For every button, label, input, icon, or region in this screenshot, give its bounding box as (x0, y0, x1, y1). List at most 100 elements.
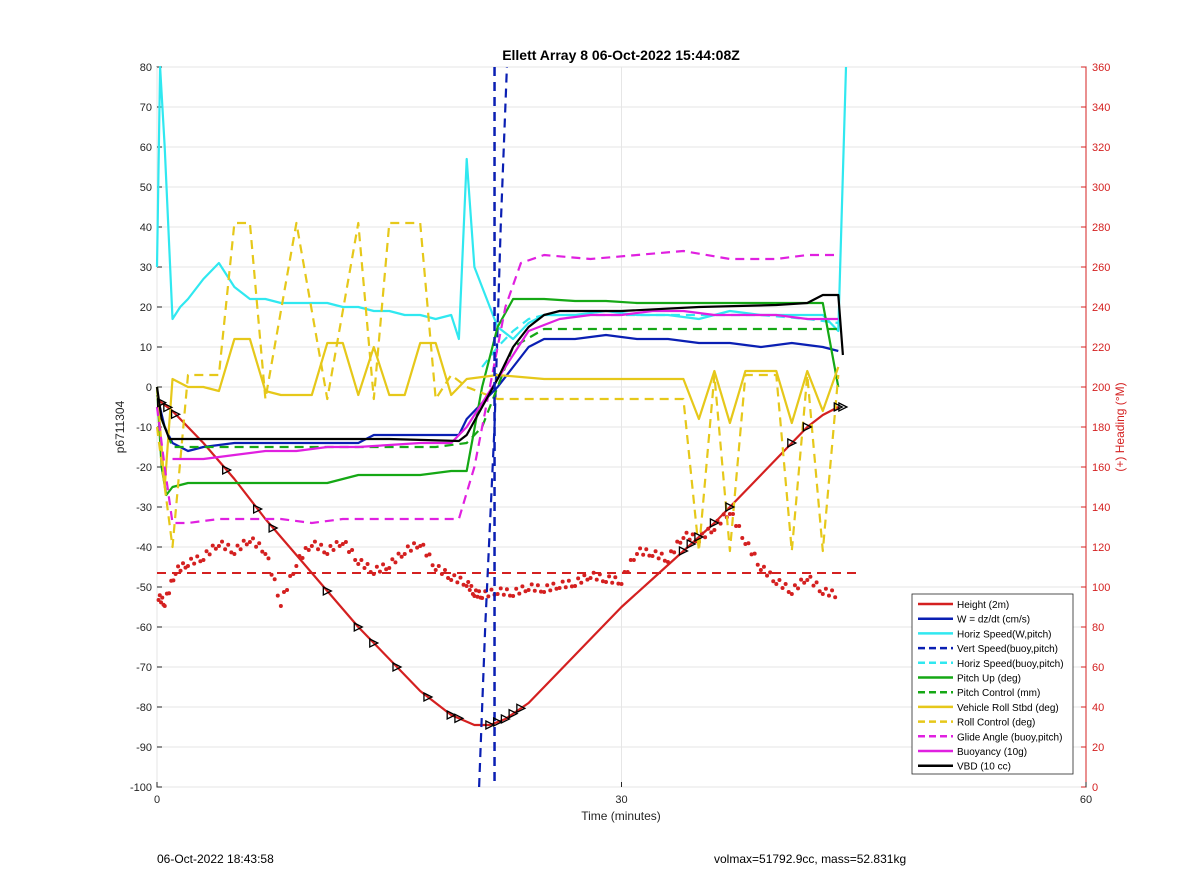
heading-point (761, 564, 766, 569)
height-marker (686, 538, 697, 550)
heading-point (167, 591, 172, 596)
y2-tick-label: 180 (1092, 422, 1110, 434)
heading-point (594, 577, 599, 582)
heading-point (461, 582, 466, 587)
heading-point (442, 568, 447, 572)
heading-point (350, 548, 355, 552)
heading-point (560, 579, 565, 584)
heading-point (436, 564, 441, 568)
heading-point (257, 541, 262, 546)
heading-point (430, 563, 435, 568)
y2-tick-label: 100 (1092, 582, 1110, 594)
heading-point (176, 564, 181, 569)
legend-label-8: Roll Control (deg) (957, 718, 1035, 729)
height-marker (268, 522, 279, 534)
heading-point (634, 552, 639, 556)
series-line-5 (155, 297, 840, 497)
height-marker (678, 545, 689, 557)
heading-point (424, 553, 429, 558)
heading-point (765, 573, 770, 578)
y-tick-label: 10 (140, 342, 152, 354)
y2-tick-label: 120 (1092, 542, 1110, 554)
heading-point (678, 540, 683, 545)
height-marker (454, 713, 465, 724)
y-tick-label: 30 (140, 262, 152, 274)
height-marker (392, 661, 403, 673)
heading-point (390, 557, 395, 562)
heading-point (489, 587, 494, 592)
heading-point (192, 561, 197, 566)
heading-point (473, 588, 478, 593)
heading-point (433, 568, 438, 572)
y2-tick-label: 200 (1092, 382, 1110, 394)
height-marker (485, 719, 496, 731)
heading-point (226, 542, 231, 547)
y2-tick-label: 340 (1092, 102, 1110, 114)
heading-point (402, 552, 407, 556)
heading-point (247, 540, 252, 544)
height-marker (353, 621, 364, 633)
heading-point (486, 594, 491, 599)
heading-point (418, 544, 423, 548)
heading-point (569, 584, 574, 589)
heading-point (238, 547, 243, 552)
heading-point (604, 580, 609, 584)
heading-point (469, 584, 474, 588)
heading-point (325, 552, 330, 556)
heading-point (393, 560, 398, 565)
heading-point (820, 592, 825, 596)
y2-tick-label: 300 (1092, 182, 1110, 194)
legend-label-3: Vert Speed(buoy,pitch) (957, 644, 1058, 655)
heading-point (554, 586, 559, 591)
y-tick-label: 70 (140, 102, 152, 114)
heading-point (452, 573, 457, 578)
heading-point (300, 556, 305, 560)
heading-point (359, 558, 364, 562)
heading-point (446, 576, 451, 580)
heading-point (309, 544, 314, 548)
heading-point (201, 558, 206, 562)
heading-point (306, 548, 311, 552)
height-marker (369, 637, 380, 649)
legend-label-5: Pitch Up (deg) (957, 674, 1021, 685)
heading-point (159, 600, 164, 605)
height-marker (423, 691, 434, 703)
heading-point (455, 580, 460, 585)
series-line-6 (155, 327, 839, 449)
heading-point (789, 592, 794, 596)
heading-point (322, 550, 327, 555)
heading-point (171, 578, 176, 583)
heading-point (662, 558, 667, 563)
heading-point (653, 549, 658, 554)
heading-point (644, 547, 649, 552)
heading-point (213, 546, 218, 551)
heading-point (746, 541, 751, 546)
y2-tick-label: 240 (1092, 302, 1110, 314)
height-marker (802, 421, 813, 433)
y-tick-label: -90 (136, 742, 152, 754)
y-axis: -100-90-80-70-60-50-40-30-20-10010203040… (130, 62, 162, 794)
heading-point (204, 549, 209, 554)
heading-point (195, 554, 200, 559)
legend-label-4: Horiz Speed(buoy,pitch) (957, 659, 1064, 670)
heading-point (638, 546, 643, 551)
heading-point (312, 539, 317, 544)
heading-point (511, 594, 516, 598)
heading-point (588, 576, 593, 580)
y2-tick-label: 160 (1092, 462, 1110, 474)
heading-point (799, 577, 804, 582)
heading-point (399, 554, 404, 559)
heading-point (316, 547, 321, 552)
heading-point (220, 539, 225, 544)
y2-tick-label: 220 (1092, 342, 1110, 354)
heading-point (557, 586, 562, 590)
heading-point (684, 530, 689, 535)
heading-point (156, 598, 161, 602)
heading-point (269, 572, 274, 577)
heading-point (244, 542, 249, 547)
height-marker (222, 464, 233, 476)
y-tick-label: -10 (136, 422, 152, 434)
y2-tick-label: 60 (1092, 662, 1104, 674)
heading-point (362, 566, 367, 570)
